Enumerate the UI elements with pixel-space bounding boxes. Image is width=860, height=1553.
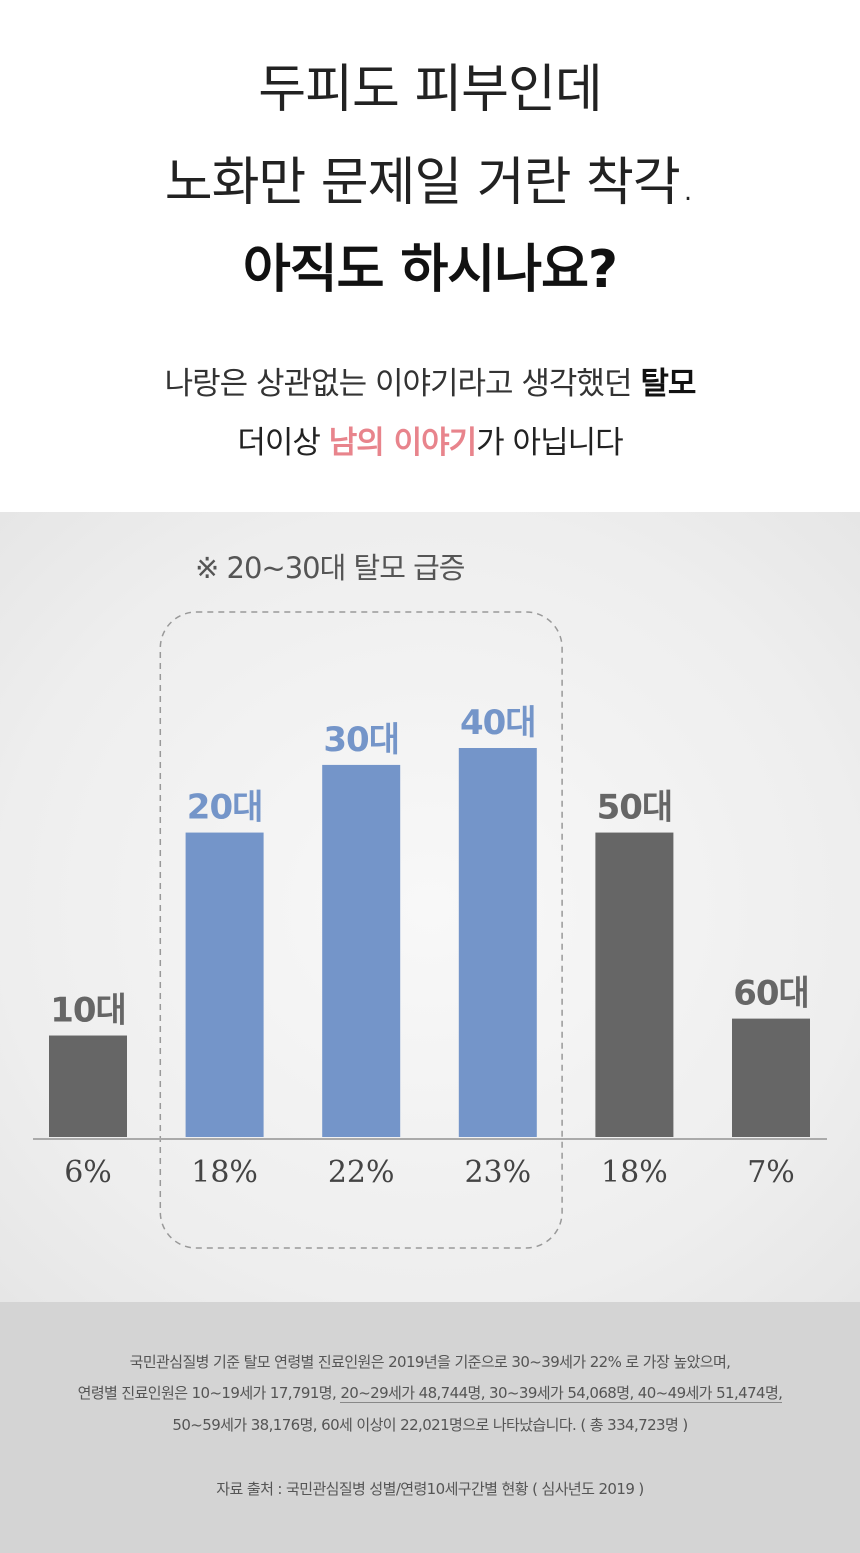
footnote-underlined-text: 20~29세가 48,744명, 30~39세가 54,068명, 40~49세… xyxy=(340,1384,783,1403)
bar-value-label: 23% xyxy=(464,1155,531,1190)
bar-category-label: 50대 xyxy=(597,788,673,828)
bar-60대 xyxy=(732,1018,810,1137)
bar-value-label: 18% xyxy=(191,1155,258,1190)
bar-category-label: 60대 xyxy=(733,974,809,1014)
bar-30대 xyxy=(322,764,401,1137)
bar-50대 xyxy=(595,832,674,1137)
subheadline-highlight: 남의 이야기 xyxy=(328,425,477,461)
bar-category-label: 40대 xyxy=(460,703,536,743)
bar-category-label: 30대 xyxy=(323,720,399,760)
subheadline-text: 더이상 xyxy=(237,425,329,461)
footnote-line-2: 연령별 진료인원은 10~19세가 17,791명, 20~29세가 48,74… xyxy=(0,1384,860,1403)
bar-20대 xyxy=(185,832,264,1137)
subheadline-bold-keyword: 탈모 xyxy=(640,366,696,402)
bar-value-label: 7% xyxy=(747,1155,795,1190)
headline-line-1: 두피도 피부인데 xyxy=(258,60,602,120)
bar-value-label: 22% xyxy=(328,1155,395,1190)
bar-value-label: 6% xyxy=(64,1155,112,1190)
subheadline-line-1: 나랑은 상관없는 이야기라고 생각했던 탈모 xyxy=(0,369,860,400)
bar-40대 xyxy=(458,748,537,1137)
bar-10대 xyxy=(49,1035,127,1137)
footnote-text: 연령별 진료인원은 10~19세가 17,791명, xyxy=(77,1384,341,1402)
subheadline-line-2: 더이상 남의 이야기가 아닙니다 xyxy=(0,428,860,459)
headline-line-2: 노화만 문제일 거란 착각. xyxy=(164,153,697,213)
bar-category-label: 10대 xyxy=(50,991,126,1031)
bar-category-label: 20대 xyxy=(187,788,263,828)
chart-background xyxy=(0,512,860,1302)
subheadline-text: 나랑은 상관없는 이야기라고 생각했던 xyxy=(164,366,641,402)
footnote-source: 자료 출처 : 국민관심질병 성별/연령10세구간별 현황 ( 심사년도 201… xyxy=(216,1480,644,1498)
footnote-line-1: 국민관심질병 기준 탈모 연령별 진료인원은 2019년을 기준으로 30~39… xyxy=(129,1353,731,1371)
subheadline-text: 가 아닙니다 xyxy=(476,425,623,461)
age-hair-loss-bar-chart: 10대 6% 20대 18% 30대 22% 40대 23% 50대 18% 60대 7% xyxy=(33,611,827,1249)
headline-question: 아직도 하시나요? xyxy=(242,240,618,300)
header-section xyxy=(0,0,860,512)
footer-section xyxy=(0,1302,860,1553)
bar-value-label: 18% xyxy=(601,1155,668,1190)
highlight-box xyxy=(159,611,563,1249)
footnote-line-3: 50~59세가 38,176명, 60세 이상이 22,021명으로 나타났습니… xyxy=(172,1416,688,1434)
chart-note: ※ 20~30대 탈모 급증 xyxy=(195,551,465,585)
